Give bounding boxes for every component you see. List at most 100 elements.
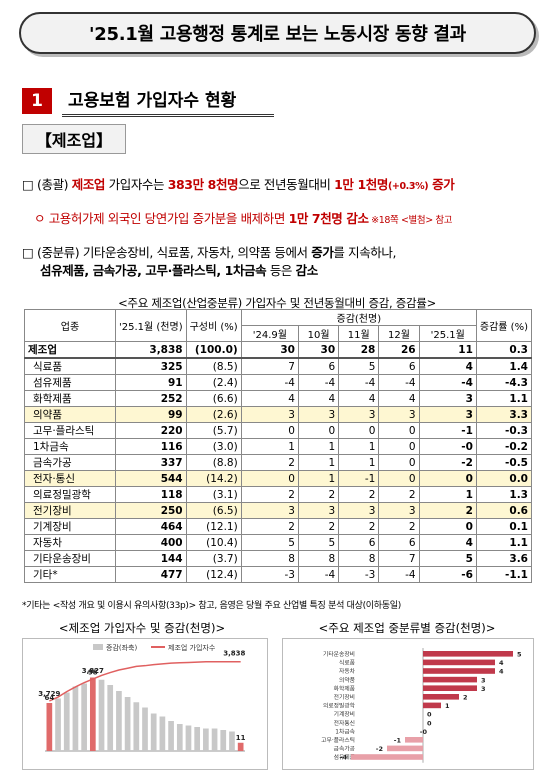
- chart2-bar: [423, 685, 477, 691]
- header-month-1: 10월: [297, 325, 340, 342]
- header-month-3: 12월: [378, 325, 420, 342]
- table-cell: -4: [240, 374, 299, 391]
- table-cell: 28: [338, 341, 380, 359]
- subcategory-paragraph: □ (중분류) 기타운송장비, 식료품, 자동차, 의약품 등에서 증가를 지속…: [22, 245, 397, 278]
- chart1-bar: [220, 730, 227, 751]
- legend-line-label: 제조업 가입자수: [168, 643, 216, 652]
- manufacturing-tag: 【제조업】: [22, 124, 126, 154]
- legend-bar-swatch: [93, 644, 103, 650]
- table-cell: 337: [115, 454, 187, 471]
- table-cell: 4: [418, 357, 477, 375]
- table-caption: <주요 제조업(산업중분류) 가입자수 및 전년동월대비 증감, 증감률>: [118, 296, 436, 310]
- table-cell: 화학제품: [24, 390, 116, 407]
- table-cell: 3: [378, 406, 420, 423]
- table-cell: (8.8): [185, 454, 242, 471]
- table-cell: -1.1: [475, 566, 533, 583]
- chart2-value-label: 4: [499, 659, 504, 667]
- table-row: 화학제품 252 (6.6) 4 4 4 4 3 1.1: [24, 390, 533, 407]
- table-cell: 2: [378, 518, 420, 535]
- table-cell: -1: [418, 422, 477, 439]
- table-cell: 464: [115, 518, 187, 535]
- table-cell: 250: [115, 502, 187, 519]
- summary-paragraph: □ (총괄) 제조업 가입자수는 383만 8천명으로 전년동월대비 1만 1천…: [22, 177, 455, 192]
- table-cell: 1.1: [475, 390, 533, 407]
- table-cell: 3: [418, 406, 477, 423]
- chart1-bar: [133, 702, 140, 751]
- table-row: 제조업 3,838 (100.0) 30 30 28 26 11 0.3: [24, 341, 533, 359]
- table-cell: 11: [418, 341, 477, 359]
- section-number: 1: [22, 88, 52, 114]
- chart2-category-label: 의료정밀광학: [323, 702, 356, 710]
- table-cell: 220: [115, 422, 187, 439]
- chart1-value-label: 11: [236, 734, 246, 742]
- table-cell: -6: [418, 566, 477, 583]
- table-footnote: *기타는 <작성 개요 및 이용시 유의사항(33p)> 참고, 음영은 당월 …: [22, 601, 401, 611]
- header-industry: 업종: [24, 309, 116, 342]
- table-cell: 제조업: [24, 341, 116, 359]
- table-cell: 0: [338, 422, 380, 439]
- chart2-value-label: -4: [340, 754, 348, 762]
- chart1-value-label: 64: [44, 694, 54, 702]
- table-cell: 2: [297, 518, 340, 535]
- chart2-category-label: 기타운송장비: [323, 650, 355, 658]
- table-cell: 4: [378, 390, 420, 407]
- table-cell: 6: [297, 357, 340, 375]
- table-cell: 2: [338, 486, 380, 503]
- table-cell: 1: [297, 438, 340, 455]
- chart1-bar: [229, 731, 235, 751]
- table-cell: 1: [338, 438, 380, 455]
- table-cell: 0: [378, 470, 420, 487]
- table-cell: (12.1): [185, 518, 242, 535]
- chart1-bar: [124, 697, 131, 751]
- table-cell: 0: [297, 422, 340, 439]
- table-cell: 3: [240, 406, 299, 423]
- table-cell: 전자·통신: [24, 470, 116, 487]
- table-cell: -1: [338, 470, 380, 487]
- table-cell: 1: [297, 470, 340, 487]
- table-cell: 식료품: [24, 357, 116, 375]
- circle-bullet-icon: ㅇ: [34, 211, 46, 226]
- table-cell: 8: [240, 550, 299, 567]
- chart1-bar: [142, 707, 148, 751]
- table-row: 1차금속 116 (3.0) 1 1 1 0 -0 -0.2: [24, 438, 533, 455]
- chart2-category-label: 전기장비: [334, 693, 355, 701]
- table-cell: 3: [418, 390, 477, 407]
- table-cell: 기계장비: [24, 518, 116, 535]
- industry-table: 업종 '25.1월 (천명) 구성비 (%) 증감(천명) 증감률 (%) '2…: [24, 309, 533, 583]
- chart2-bar: [423, 676, 477, 683]
- chart1-bar: [237, 742, 244, 751]
- chart2-category-label: 금속가공: [334, 745, 356, 753]
- chart1-value-label: 3,827: [82, 667, 104, 675]
- table-cell: 1: [240, 438, 299, 455]
- chart1-bar: [159, 716, 166, 751]
- table-cell: 1.3: [475, 486, 533, 503]
- chart1-value-label: 3,729: [38, 690, 60, 698]
- chart1-bar: [89, 677, 96, 751]
- table-cell: -4: [378, 566, 420, 583]
- table-cell: 1: [418, 486, 477, 503]
- table-cell: -0.3: [475, 422, 533, 439]
- table-cell: 325: [115, 357, 187, 375]
- table-cell: (2.6): [185, 406, 242, 423]
- chart2-bar: [423, 659, 495, 666]
- table-cell: (3.0): [185, 438, 242, 455]
- table-cell: 400: [115, 534, 187, 551]
- table-cell: 의약품: [24, 406, 116, 423]
- chart1-bar: [150, 713, 157, 751]
- chart1-bar: [107, 685, 114, 751]
- table-cell: (5.7): [185, 422, 242, 439]
- checkbox-square-icon: □: [22, 245, 34, 260]
- table-cell: -4: [338, 374, 380, 391]
- table-cell: 6: [338, 534, 380, 551]
- table-cell: -4: [297, 566, 340, 583]
- table-row: 기계장비 464 (12.1) 2 2 2 2 0 0.1: [24, 518, 533, 535]
- chart1-bar: [194, 727, 201, 751]
- table-cell: -0.5: [475, 454, 533, 471]
- table-cell: 자동차: [24, 534, 116, 551]
- chart1-bar: [211, 728, 218, 751]
- chart2-svg: 기타운송장비 5 식료품 4 자동차 4 의약품 3 화학제품 3 전기장비 2 의료정밀광학 1 기계장비…: [321, 648, 522, 763]
- table-cell: (6.6): [185, 390, 242, 407]
- table-cell: 6: [378, 357, 420, 375]
- table-cell: 0.3: [475, 341, 533, 359]
- table-cell: 7: [240, 357, 299, 375]
